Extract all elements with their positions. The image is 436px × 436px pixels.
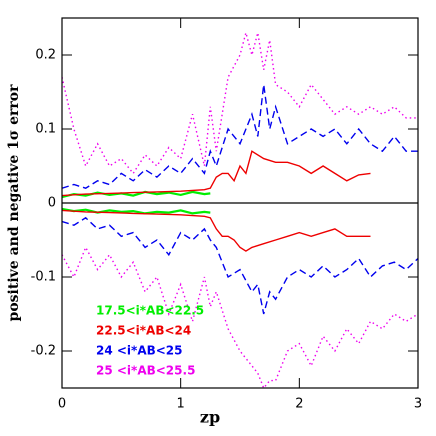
legend-label: 17.5<i*AB<22.5	[96, 304, 204, 318]
y-tick-label: 0.2	[35, 48, 56, 63]
error-line	[62, 30, 418, 175]
x-tick-label: 3	[414, 397, 422, 412]
x-tick-label: 1	[177, 397, 185, 412]
legend-label: 25 <i*AB<25.5	[96, 364, 195, 378]
y-tick-label: -0.2	[31, 344, 56, 359]
error-line	[62, 207, 211, 215]
y-tick-label: -0.1	[31, 270, 56, 285]
plot-area	[62, 30, 418, 388]
y-tick-label: 0	[48, 196, 56, 211]
error-line	[62, 84, 418, 189]
x-tick-label: 2	[295, 397, 303, 412]
error-line	[62, 245, 418, 388]
x-tick-label: 0	[58, 397, 66, 412]
legend-label: 24 <i*AB<25	[96, 344, 183, 358]
x-axis-label: zp	[200, 408, 220, 427]
y-tick-label: 0.1	[35, 122, 56, 137]
plot-frame	[61, 17, 419, 389]
error-line	[62, 216, 418, 315]
error-line	[62, 209, 371, 252]
error-line	[62, 190, 211, 199]
y-axis-label: positive and negative 1σ error	[6, 84, 22, 322]
legend-label: 22.5<i*AB<24	[96, 324, 191, 338]
error-line	[62, 150, 371, 197]
